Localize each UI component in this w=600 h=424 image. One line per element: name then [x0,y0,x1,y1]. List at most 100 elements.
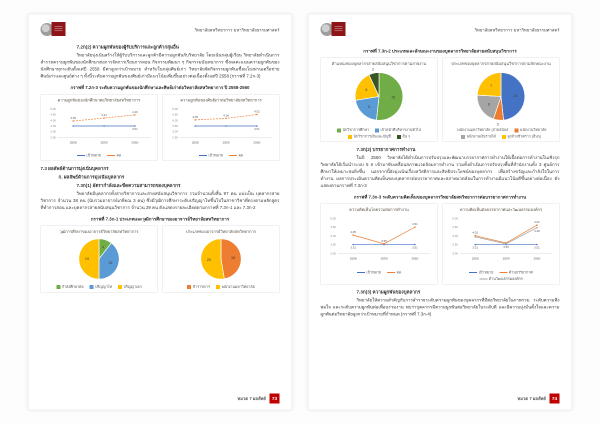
svg-text:4.50: 4.50 [330,225,336,229]
legend-swatch-icon [107,155,116,157]
legend-swatch-icon [89,285,94,290]
svg-text:3.00: 3.00 [50,130,56,134]
pie-charts-row-lecturers: วุฒิการศึกษาของอาจารย์วิทยาลัยสหวิทยาการ… [40,225,280,293]
svg-text:2.50: 2.50 [172,135,178,139]
svg-text:3.51: 3.51 [472,246,478,250]
heading-733: 7.3ก(3) ความผูกพันของบุคลากร [356,289,421,295]
caption-73k2: กราฟที่ 7.3ก-2 ประเภทและลักษณะงานของบุคล… [363,48,517,54]
pie-chart-lecturer-degrees: วุฒิการศึกษาของอาจารย์วิทยาลัยสหวิทยาการ… [40,225,158,293]
svg-text:5.00: 5.00 [452,216,458,220]
legend-swatch-icon [501,134,506,139]
heading-73: 7.3 ผลลัพธ์ด้านการมุ่งเน้นบุคลากร [40,165,109,171]
legend-swatch-icon [396,134,401,139]
svg-text:4.50: 4.50 [50,112,56,116]
paragraph-732: ในปี 2560 วิทยาลัยได้ดำเนินการปรับปรุงแล… [320,155,560,188]
legend-item: พนักงานวิทยาลัย [514,128,546,134]
svg-text:2560: 2560 [411,256,418,260]
legend-label: พนักงานวิทยาลัย [519,127,547,133]
legend-label: เป้าหมาย [208,152,224,158]
svg-text:4.52: 4.52 [254,109,260,113]
chart-title: ความคิดเห็นโดยรวมต่อการทำงาน [349,207,409,212]
chart-title: ตำแหน่งของบุคลากรสายสนับสนุนวิชาการตามสา… [331,61,427,67]
chart-plot: 5.00 4.50 4.00 3.50 3.00 2558 2559 2560 3.51 3.51… [452,216,553,260]
svg-text:4.21: 4.21 [101,113,107,117]
svg-text:3.51: 3.51 [132,127,138,131]
svg-text:3.00: 3.00 [330,251,336,255]
legend-label: พนักงานมหาวิทยาลัย (สายสนับสนุน) [457,127,509,133]
heading-73a: ก. ผลลัพธ์ด้านการมุ่งเน้นบุคลากร [58,174,125,180]
svg-text:4.00: 4.00 [172,118,178,122]
legend-label: ลูกจ้างชั่วคราว (อื่นๆ) [507,134,541,139]
legend-item: ผล [229,153,243,159]
legend-swatch-icon [461,134,466,139]
chart-plot: 14 2 6 7 [476,72,526,126]
svg-text:3.00: 3.00 [172,130,178,134]
legend-item: ลูกจ้างชั่วคราว (อื่นๆ) [501,134,541,140]
svg-text:3.50: 3.50 [172,124,178,128]
svg-text:4.05: 4.05 [350,230,356,234]
caption-73k1: กราฟที่ 7.3ก-1 ประเภทและวุฒิการศึกษาของอ… [90,216,230,222]
heading-732: 7.3ก(2) บรรยากาศการทำงาน [356,147,416,153]
svg-text:5.00: 5.00 [50,107,56,111]
svg-text:3.51: 3.51 [534,246,540,250]
legend-item: เป้าหมาย [77,153,101,159]
svg-text:4.05: 4.05 [192,115,198,119]
line-charts-row-engagement: ความผูกพันของนักศึกษาต่อวิทยาลัยสหวิทยาก… [40,93,280,161]
svg-text:4.51: 4.51 [412,222,418,226]
svg-text:6: 6 [365,88,367,92]
svg-text:2558: 2558 [192,140,199,144]
legend-item: นักวิชาการศึกษา [337,128,369,134]
chart-plot: 5.004.50 4.00 3.50 3.002.50 2558 2559 2560 3.51… [172,107,273,144]
legend-swatch-icon [118,285,123,290]
svg-text:3.51: 3.51 [254,127,260,131]
chart-title: ความผูกพันของนักศึกษาต่อวิทยาลัยสหวิทยาก… [57,97,141,103]
caption-72k3: กราฟที่ 7.2ก-3 ระดับความผูกพันของนักศึกษ… [70,84,250,90]
legend-item: เป้าหมาย [199,153,223,159]
legend-swatch-icon [229,155,238,157]
svg-text:4.62: 4.62 [534,220,540,224]
svg-text:2560: 2560 [253,140,260,144]
legend-item: เป้าหมาย [469,270,493,276]
svg-text:3.95: 3.95 [70,116,76,120]
chart-plot: 5.004.50 4.00 3.50 3.002.50 2558 2559 2560 3.51… [50,107,151,144]
line-chart-work-culture: ความคิดเห็นต่อบรรยากาศและวัฒนธรรมองค์กร 5… [442,203,560,285]
svg-text:2559: 2559 [381,256,388,260]
svg-text:3.50: 3.50 [330,243,336,247]
svg-text:4.02: 4.02 [472,230,478,234]
college-logo-icon [331,22,346,36]
chart-legend: เป้าหมาย ผล [324,270,434,276]
svg-text:3.51: 3.51 [350,246,356,250]
chart-title: ประเภทของบุคลากรสายสนับสนุนวิชาการตามลัก… [451,61,551,67]
chart-title: ความคิดเห็นต่อบรรยากาศและวัฒนธรรมองค์กร [459,207,543,212]
svg-text:2: 2 [372,68,374,71]
institution-name: วิทยาลัยสหวิทยาการ มหาวิทยาลัยธรรมศาสตร์ [474,27,560,33]
page-right: วิทยาลัยสหวิทยาการ มหาวิทยาลัยธรรมศาสตร์… [308,14,572,410]
legend-item: อื่น ๆ [396,134,410,140]
legend-item: พนักงานมหาวิทยาลัย (สายสนับสนุน) [456,127,509,134]
pie-chart-support-types: ประเภทของบุคลากรสายสนับสนุนวิชาการตามลัก… [442,57,560,143]
svg-text:4.00: 4.00 [330,234,336,238]
legend-item: ด้านบรรยากาศ [499,270,533,276]
chart-legend: ข้าราชการ พนักงานมหาวิทยาลัย [166,284,276,290]
svg-text:4: 4 [102,245,104,249]
svg-text:3.55: 3.55 [503,245,509,249]
legend-label: ปริญญาเอก [123,284,142,289]
legend-swatch-icon [77,155,86,157]
svg-text:4.50: 4.50 [452,225,458,229]
legend-swatch-icon [499,272,508,274]
pie-chart-support-positions: ตำแหน่งของบุคลากรสายสนับสนุนวิชาการตามสา… [320,57,438,143]
svg-text:4.48: 4.48 [534,229,540,233]
paragraph-731: วิทยาลัยมีบุคลากรทั้งสายวิชาการและสายสนั… [40,190,280,210]
tu-emblem-icon [320,23,334,36]
chart-legend: กำลังศึกษาต่อ ปริญญาโท ปริญญาเอก [44,284,154,290]
legend-label: เจ้าหน้าที่บริหารงานทั่วไป [380,127,421,133]
legend-swatch-icon [375,128,380,133]
paragraph-721: วิทยาลัยมุ่งเน้นสร้างให้ผู้รับบริการและล… [40,52,280,79]
legend-label: ด้านวัฒนธรรมองค์กร [488,276,523,281]
page-number: 74 [549,393,560,404]
chart-legend: เป้าหมาย ผล [166,153,276,159]
svg-text:5.00: 5.00 [330,216,336,220]
legend-label: ข้าราชการ [192,284,210,289]
legend-label: กำลังศึกษาต่อ [61,284,84,289]
legend-swatch-icon [215,285,220,290]
